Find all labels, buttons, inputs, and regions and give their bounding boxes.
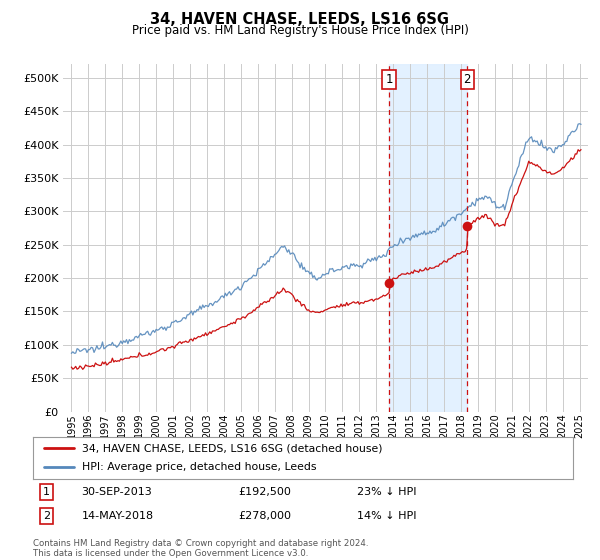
Text: Price paid vs. HM Land Registry's House Price Index (HPI): Price paid vs. HM Land Registry's House …: [131, 24, 469, 37]
Text: 14-MAY-2018: 14-MAY-2018: [82, 511, 154, 521]
Text: 34, HAVEN CHASE, LEEDS, LS16 6SG (detached house): 34, HAVEN CHASE, LEEDS, LS16 6SG (detach…: [82, 443, 382, 453]
Text: 2: 2: [43, 511, 50, 521]
Bar: [389, 64, 467, 412]
Text: 14% ↓ HPI: 14% ↓ HPI: [357, 511, 416, 521]
Text: 23% ↓ HPI: 23% ↓ HPI: [357, 487, 416, 497]
Text: £192,500: £192,500: [238, 487, 291, 497]
Text: 1: 1: [43, 487, 50, 497]
Text: Contains HM Land Registry data © Crown copyright and database right 2024.
This d: Contains HM Land Registry data © Crown c…: [33, 539, 368, 558]
Text: 34, HAVEN CHASE, LEEDS, LS16 6SG: 34, HAVEN CHASE, LEEDS, LS16 6SG: [151, 12, 449, 27]
Text: 1: 1: [385, 73, 393, 86]
Text: 30-SEP-2013: 30-SEP-2013: [82, 487, 152, 497]
Text: £278,000: £278,000: [238, 511, 291, 521]
Text: 2: 2: [463, 73, 471, 86]
Text: HPI: Average price, detached house, Leeds: HPI: Average price, detached house, Leed…: [82, 463, 316, 473]
